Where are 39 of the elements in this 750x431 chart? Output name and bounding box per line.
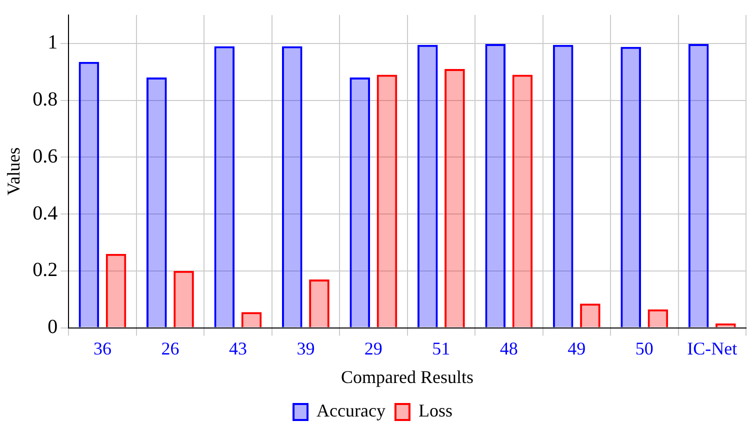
bar [552, 44, 574, 328]
y-tick-label: 0 [48, 316, 58, 338]
y-tick-label: 0.2 [32, 259, 58, 282]
bar [648, 309, 668, 328]
bar [417, 44, 438, 328]
bar [174, 270, 194, 328]
bar [688, 44, 709, 328]
bar [350, 78, 370, 328]
y-tick-label: 0.8 [32, 88, 58, 111]
bar [376, 74, 398, 328]
bar [309, 279, 330, 328]
bar [512, 74, 533, 328]
y-tick-label: 1 [48, 32, 58, 54]
x-tick-label: 29 [364, 338, 382, 358]
legend-label: Loss [418, 400, 452, 421]
x-tick-label: 26 [161, 338, 180, 358]
bar [146, 78, 167, 328]
bar [580, 304, 600, 328]
bar [282, 46, 302, 328]
bar [485, 44, 506, 328]
x-tick-label: 51 [432, 338, 450, 358]
x-axis-title: Compared Results [341, 366, 474, 387]
y-axis-title: Values [4, 147, 24, 196]
x-tick-label: 49 [568, 338, 586, 358]
bar [78, 62, 100, 328]
x-tick-label: 36 [93, 338, 112, 358]
y-tick-label: 0.6 [32, 145, 58, 168]
bar [241, 312, 262, 328]
bar [106, 254, 126, 328]
legend-label: Accuracy [316, 400, 386, 421]
bar [214, 46, 235, 328]
x-tick-label: 50 [635, 338, 654, 358]
x-tick-label: IC-Net [687, 338, 738, 358]
x-tick-label: 48 [500, 338, 518, 358]
bar [444, 69, 465, 328]
x-tick-label: 43 [228, 338, 247, 358]
x-tick-label: 39 [296, 338, 315, 358]
bar [620, 46, 642, 328]
y-tick-label: 0.4 [32, 202, 58, 224]
